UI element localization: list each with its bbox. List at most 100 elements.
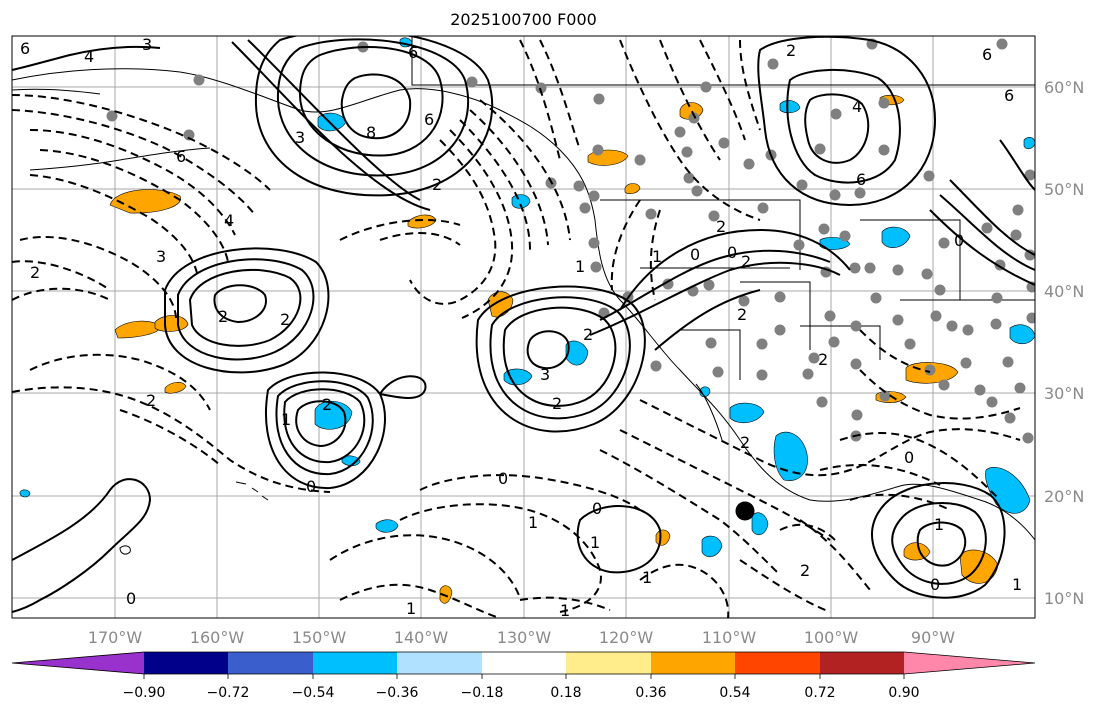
colorbar-segment xyxy=(566,652,651,674)
shade-patch xyxy=(19,489,31,498)
contour-label: 0 xyxy=(930,575,940,594)
coastline xyxy=(12,68,1035,541)
shade-patch xyxy=(375,519,399,533)
lon-label: 110°W xyxy=(702,628,757,647)
shaded-areas xyxy=(19,37,1035,604)
contour-label: 6 xyxy=(856,170,866,189)
location-marker xyxy=(735,501,755,521)
contour-label: 2 xyxy=(786,41,796,60)
colorbar-segment xyxy=(735,652,820,674)
contour-label: 1 xyxy=(642,568,652,587)
colorbar-tick: 0.90 xyxy=(888,685,919,701)
border xyxy=(740,281,811,350)
dashed-contours xyxy=(12,39,1021,618)
coastline xyxy=(12,88,101,95)
contour-label: 0 xyxy=(690,245,700,264)
contour-label: 2 xyxy=(740,433,750,452)
coastline xyxy=(29,147,211,171)
contour-label: 2 xyxy=(280,310,290,329)
contour-label: 2 xyxy=(800,561,810,580)
contour-label: 2 xyxy=(716,217,726,236)
shade-patch xyxy=(751,512,769,536)
colorbar-tick: −0.90 xyxy=(123,685,166,701)
shade-patch xyxy=(314,400,353,430)
contour-label: 3 xyxy=(295,128,305,147)
shade-patch xyxy=(439,585,453,604)
shade-patch xyxy=(881,226,911,248)
contour-label: 2 xyxy=(552,394,562,413)
contour-label: 1 xyxy=(406,599,416,618)
contour-label: 2 xyxy=(741,252,751,271)
contour-label: 0 xyxy=(126,589,136,608)
shade-patch xyxy=(511,194,531,209)
graticule xyxy=(12,36,1035,618)
contour-label: 1 xyxy=(1012,575,1022,594)
island xyxy=(119,545,131,555)
contour-label: 0 xyxy=(592,499,602,518)
coastline xyxy=(695,383,723,441)
lon-label: 150°W xyxy=(292,628,347,647)
colorbar-segment xyxy=(820,652,904,674)
lon-axis: 170°W 160°W 150°W 140°W 130°W 120°W 110°… xyxy=(88,628,955,647)
lat-label: 10°N xyxy=(1044,589,1084,608)
shade-patch xyxy=(624,183,641,194)
contour-label: 2 xyxy=(737,305,747,324)
lon-label: 160°W xyxy=(190,628,245,647)
lon-label: 130°W xyxy=(497,628,552,647)
colorbar-tick: 0.54 xyxy=(719,685,750,701)
border xyxy=(860,219,961,300)
border xyxy=(411,36,1035,86)
colorbar-segment xyxy=(144,652,228,674)
colorbar: −0.90 −0.72 −0.54 −0.36 −0.18 0.18 0.36 … xyxy=(11,651,1036,701)
contour-label: 0 xyxy=(727,243,737,262)
colorbar-tick: −0.18 xyxy=(461,685,504,701)
shade-patch xyxy=(503,368,533,386)
contour-label: 6 xyxy=(982,45,992,64)
lon-label: 90°W xyxy=(911,628,955,647)
contour-label: 6 xyxy=(20,39,30,58)
contour-label: 0 xyxy=(498,469,508,488)
contour-label: 1 xyxy=(281,410,291,429)
colorbar-segment xyxy=(228,652,313,674)
contour-label: 2 xyxy=(432,175,442,194)
colorbar-tick: −0.36 xyxy=(376,685,419,701)
contour-label: 2 xyxy=(583,325,593,344)
contour-label: 2 xyxy=(818,350,828,369)
lon-label: 120°W xyxy=(599,628,654,647)
contour-label: 3 xyxy=(156,247,166,266)
lat-label: 40°N xyxy=(1044,282,1084,301)
contour-label: 6 xyxy=(408,43,418,62)
contour-label: 1 xyxy=(560,601,570,620)
contour-label: 1 xyxy=(590,533,600,552)
colorbar-tick: −0.72 xyxy=(207,685,250,701)
colorbar-segment xyxy=(313,652,397,674)
lon-label: 140°W xyxy=(394,628,449,647)
contour-label: 2 xyxy=(218,307,228,326)
colorbar-segment xyxy=(12,652,144,674)
lat-axis: 60°N 50°N 40°N 30°N 20°N 10°N xyxy=(1044,78,1084,608)
colorbar-segment xyxy=(904,652,1035,674)
colorbar-segment xyxy=(397,652,482,674)
shade-patch xyxy=(109,189,181,214)
contour-label: 1 xyxy=(934,515,944,534)
contour-label: 4 xyxy=(84,47,94,66)
chart-title: 2025100700 F000 xyxy=(450,10,597,29)
contour-label: 0 xyxy=(904,448,914,467)
contour-label: 0 xyxy=(306,477,316,496)
shade-patch xyxy=(729,402,765,424)
contour-label: 2 xyxy=(30,263,40,282)
colorbar-segment xyxy=(651,652,735,674)
colorbar-tick: 0.72 xyxy=(804,685,835,701)
contour-label: 1 xyxy=(528,513,538,532)
contour-label: 6 xyxy=(1004,86,1014,105)
shade-patch xyxy=(164,382,187,394)
contour-label: 4 xyxy=(852,97,862,116)
shade-patch xyxy=(341,455,361,467)
map-frame xyxy=(11,35,1036,619)
colorbar-tick: 0.18 xyxy=(550,685,581,701)
coastlines xyxy=(12,36,1035,555)
shade-patch xyxy=(154,315,189,332)
contour-label: 6 xyxy=(424,110,434,129)
contour-labels: 6 4 3 6 8 6 3 2 6 4 3 2 4 6 6 6 2 1 0 2 … xyxy=(20,36,1022,620)
